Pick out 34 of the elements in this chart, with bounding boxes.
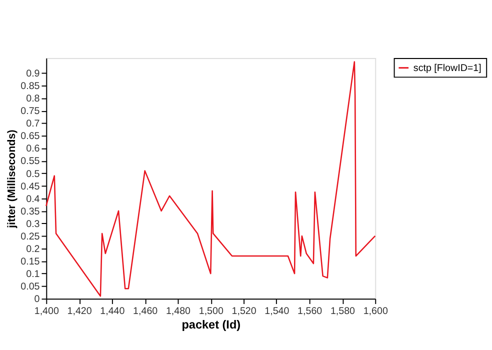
y-tick-label: 0.25 xyxy=(20,231,40,242)
y-tick-label: 0 xyxy=(34,294,40,306)
x-tick-label: 1,480 xyxy=(166,306,192,317)
y-tick-label: 0.05 xyxy=(20,282,40,293)
x-tick-label: 1,460 xyxy=(133,306,158,317)
x-tick-label: 1,560 xyxy=(298,306,323,317)
y-tick-label: 0.9 xyxy=(26,68,40,80)
y-tick-label: 0.3 xyxy=(26,218,40,230)
x-tick-label: 1,420 xyxy=(67,306,92,317)
y-tick-label: 0.2 xyxy=(26,244,40,255)
y-tick-label: 0.55 xyxy=(20,156,40,168)
y-axis-title: jitter (Milliseconds) xyxy=(6,129,18,230)
x-tick-label: 1,540 xyxy=(264,306,290,317)
x-tick-label: 1,580 xyxy=(330,306,356,317)
x-tick-label: 1,520 xyxy=(232,306,257,317)
x-axis-title: packet (Id) xyxy=(182,318,241,332)
y-tick-label: 0.8 xyxy=(26,94,40,105)
y-tick-label: 0.7 xyxy=(26,118,40,130)
y-tick-label: 0.5 xyxy=(26,168,40,180)
y-tick-label: 0.15 xyxy=(20,256,40,268)
x-tick-label: 1,400 xyxy=(34,306,60,317)
y-tick-label: 0.85 xyxy=(20,81,40,92)
line-series xyxy=(46,61,376,297)
y-tick-label: 0.35 xyxy=(20,206,40,218)
x-tick-label: 1,500 xyxy=(198,306,224,317)
y-tick-label: 0.65 xyxy=(20,131,40,142)
y-tick-label: 0.75 xyxy=(20,106,40,118)
x-tick-label: 1,440 xyxy=(100,306,126,317)
y-tick-label: 0.1 xyxy=(26,269,40,280)
y-tick-label: 0.45 xyxy=(20,181,40,192)
legend-label: sctp [FlowID=1] xyxy=(413,62,482,74)
y-tick-label: 0.4 xyxy=(26,194,40,205)
x-tick-label: 1,600 xyxy=(363,306,388,317)
y-tick-label: 0.6 xyxy=(26,144,40,155)
